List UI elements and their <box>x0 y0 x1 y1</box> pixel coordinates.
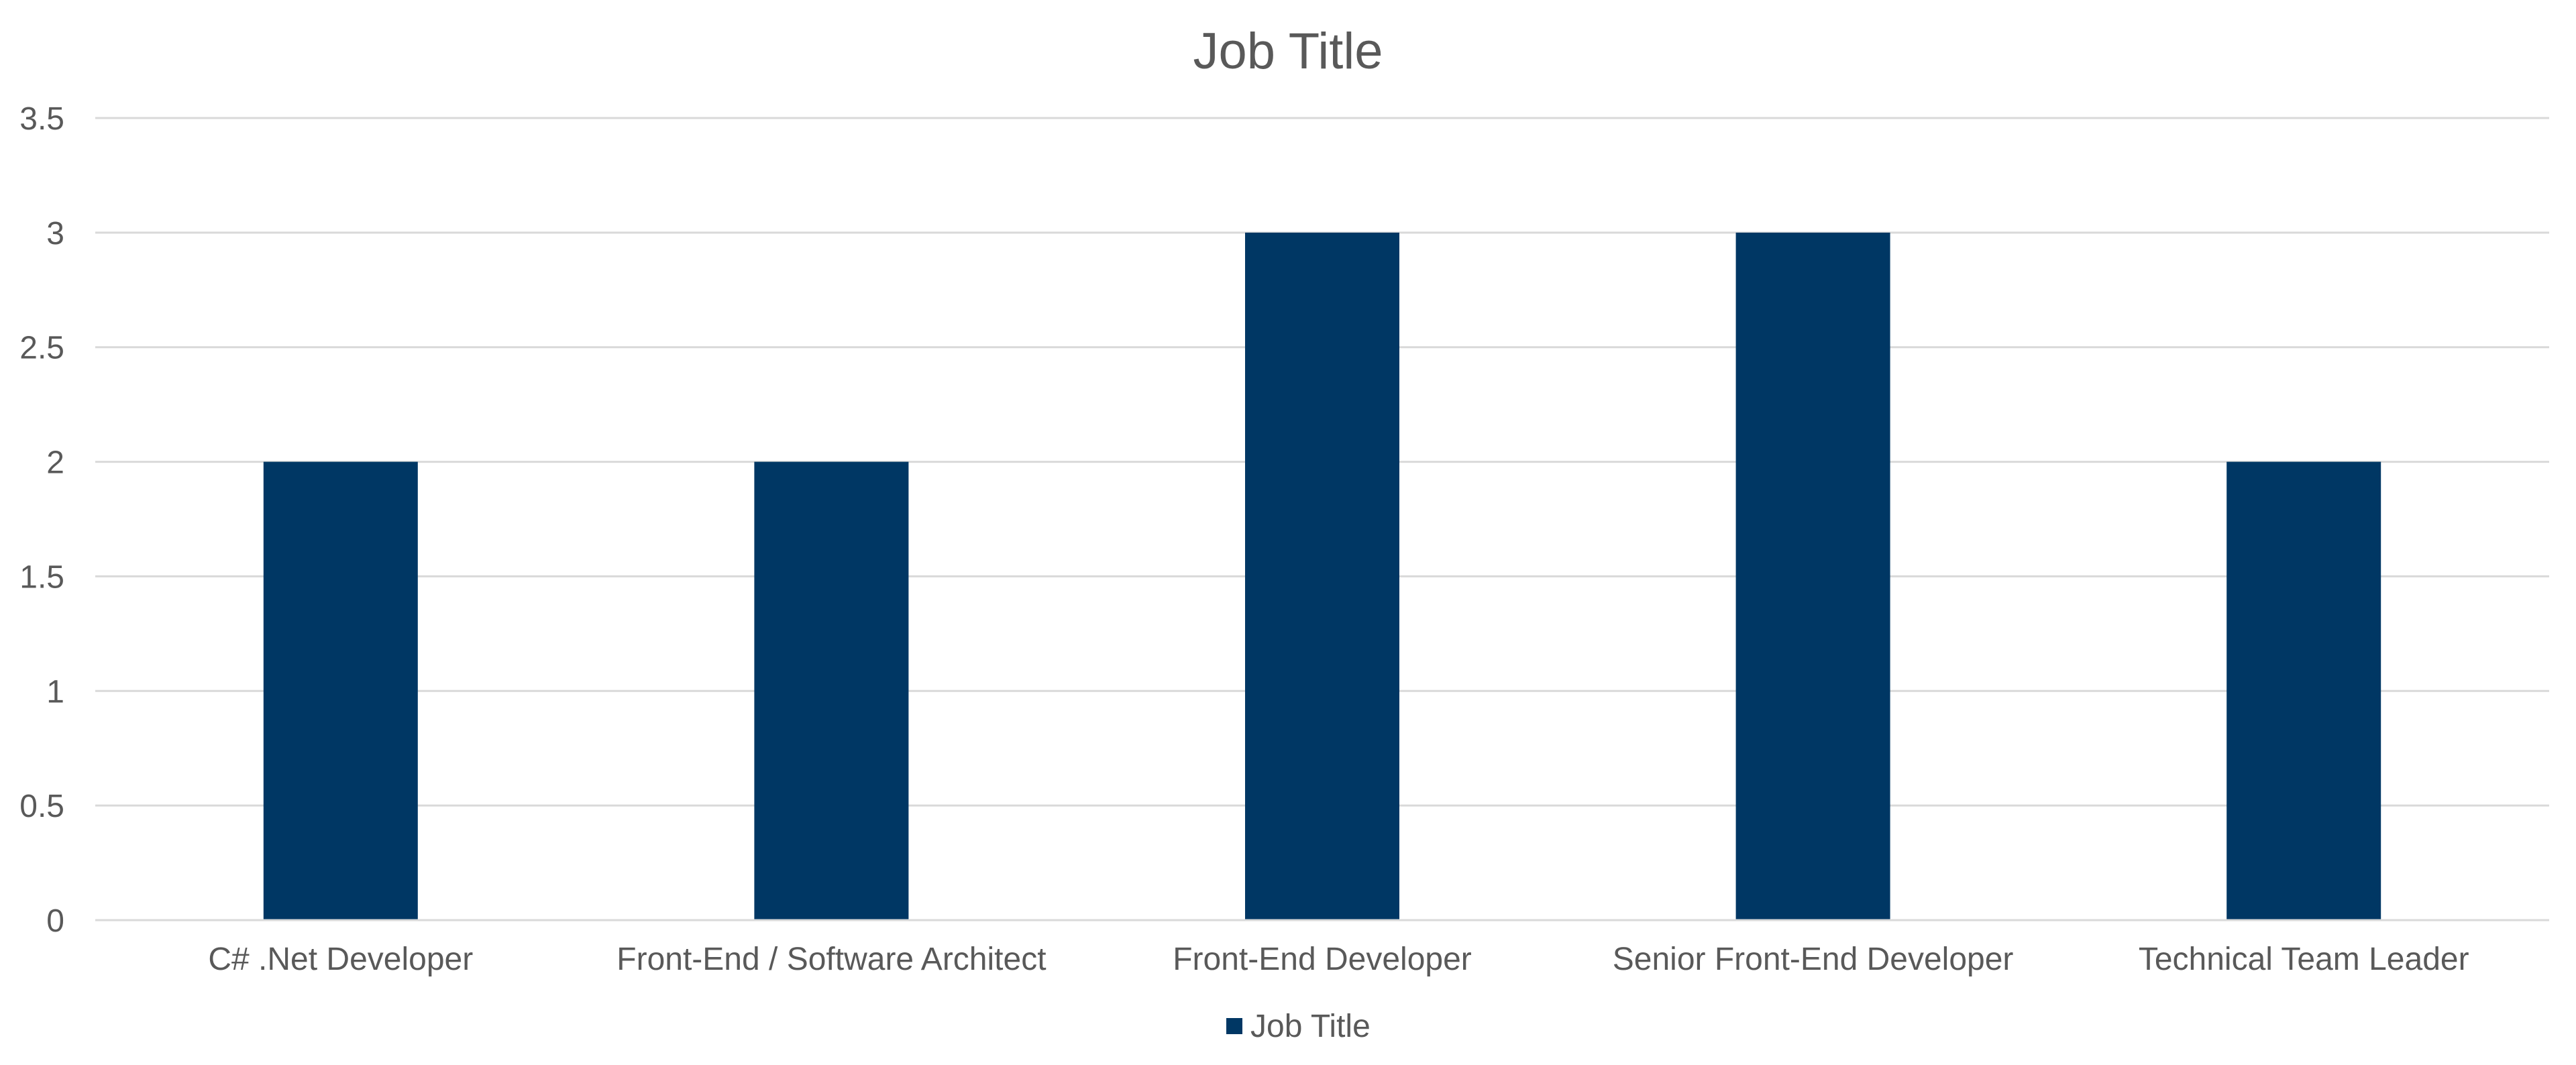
x-tick-label: C# .Net Developer <box>208 942 473 977</box>
bar <box>263 461 418 920</box>
y-tick-label: 0.5 <box>19 789 64 824</box>
y-tick-label: 3.5 <box>19 101 64 137</box>
x-tick-label: Technical Team Leader <box>2139 942 2469 977</box>
bar <box>754 461 909 920</box>
x-tick-label: Front-End Developer <box>1173 942 1472 977</box>
legend: Job Title <box>1226 1009 1371 1044</box>
y-tick-label: 1 <box>46 674 64 710</box>
bars <box>263 232 2381 920</box>
bar <box>2226 461 2381 920</box>
x-tick-label: Front-End / Software Architect <box>616 942 1046 977</box>
legend-swatch <box>1226 1018 1242 1034</box>
bar <box>1245 232 1399 920</box>
bar <box>1735 232 1890 920</box>
x-tick-label: Senior Front-End Developer <box>1613 942 2014 977</box>
y-axis-tick-labels: 0 0.5 1 1.5 2 2.5 3 3.5 <box>19 101 64 939</box>
y-tick-label: 3 <box>46 216 64 251</box>
y-tick-label: 1.5 <box>19 559 64 595</box>
chart-title: Job Title <box>1193 23 1383 80</box>
x-axis-tick-labels: C# .Net Developer Front-End / Software Ar… <box>208 942 2469 977</box>
legend-label: Job Title <box>1250 1009 1371 1044</box>
y-tick-label: 0 <box>46 903 64 939</box>
y-tick-label: 2.5 <box>19 331 64 366</box>
y-tick-label: 2 <box>46 445 64 481</box>
